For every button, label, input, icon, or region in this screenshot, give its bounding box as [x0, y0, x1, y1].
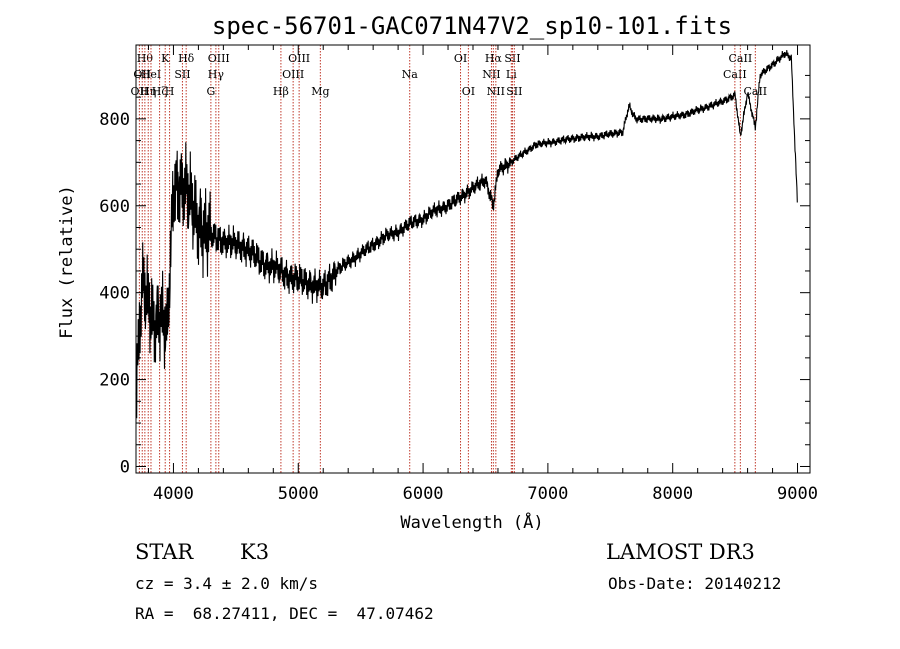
line-marker-label: SII: [504, 52, 520, 65]
y-axis: 0 200 400 600 800: [99, 74, 810, 477]
survey-name: LAMOST DR3: [606, 540, 755, 564]
x-axis-label: Wavelength (Å): [400, 511, 543, 533]
line-marker-label: Hη: [140, 85, 156, 98]
object-subclass: K3: [240, 540, 270, 564]
line-marker-label: Hβ: [273, 85, 289, 98]
line-marker-label: CaII: [723, 68, 747, 81]
line-marker-label: OI: [462, 85, 475, 98]
y-tick-label: 800: [99, 110, 130, 130]
line-marker-label: Hα: [485, 52, 503, 65]
y-tick-label: 0: [120, 457, 130, 477]
line-marker-label: OI: [454, 52, 467, 65]
x-tick-label: 7000: [527, 484, 568, 504]
line-marker-label: H: [165, 85, 175, 98]
line-markers: OII OII Hθ Hη HeI Hζ K H SII Hδ G Hγ OIII Hβ OIII OIII M…: [131, 45, 767, 473]
line-marker-label: Hγ: [208, 68, 225, 81]
line-marker-label: SII: [506, 85, 522, 98]
line-marker-label: OIII: [288, 52, 310, 65]
x-tick-label: 6000: [403, 484, 444, 504]
line-marker-label: Hδ: [178, 52, 195, 65]
y-tick-label: 600: [99, 197, 130, 217]
coordinates: RA = 68.27411, DEC = 47.07462: [135, 604, 434, 623]
spectrum-line: [135, 50, 798, 419]
line-marker-label: NII: [487, 85, 505, 98]
line-marker-label: Hθ: [137, 52, 154, 65]
line-marker-label: Li: [506, 68, 517, 81]
line-marker-label: OII: [131, 85, 149, 98]
object-class: STAR: [135, 540, 194, 564]
x-tick-label: 5000: [278, 484, 319, 504]
line-marker-label: HeI: [141, 68, 161, 81]
line-marker-label: G: [206, 85, 215, 98]
y-tick-label: 200: [99, 371, 130, 391]
line-marker-label: SII: [174, 68, 190, 81]
line-marker-label: NII: [482, 68, 500, 81]
x-axis: 4000 5000 6000 7000 8000 9000: [147, 45, 818, 504]
line-marker-label: Mg: [311, 85, 329, 98]
x-tick-label: 9000: [777, 484, 818, 504]
obs-date: Obs-Date: 20140212: [608, 574, 782, 593]
line-marker-label: Na: [402, 68, 419, 81]
line-marker-label: K: [161, 52, 170, 65]
y-axis-label: Flux (relative): [57, 185, 77, 339]
line-marker-label: OIII: [282, 68, 304, 81]
line-marker-label: OII: [133, 68, 151, 81]
line-marker-label: OIII: [208, 52, 230, 65]
redshift-value: cz = 3.4 ± 2.0 km/s: [135, 574, 319, 593]
x-tick-label: 4000: [153, 484, 194, 504]
y-tick-label: 400: [99, 284, 130, 304]
line-marker-label: CaII: [729, 52, 753, 65]
spectrum-series: [135, 50, 798, 419]
line-marker-label: CaII: [743, 85, 767, 98]
chart-title: spec-56701-GAC071N47V2_sp10-101.fits: [212, 12, 732, 40]
line-marker-label: Hζ: [152, 85, 168, 98]
x-tick-label: 8000: [652, 484, 693, 504]
